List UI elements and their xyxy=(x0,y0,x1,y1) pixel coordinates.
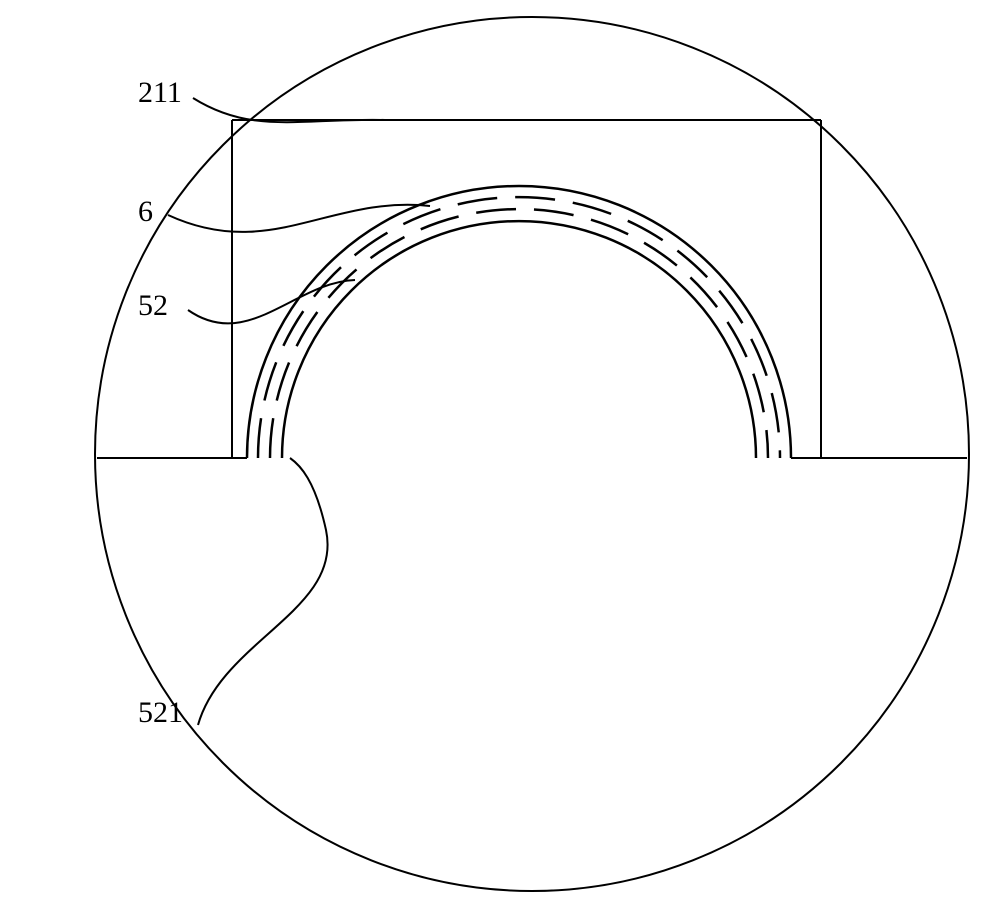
leader-211 xyxy=(193,98,385,122)
label-211: 211 xyxy=(138,76,182,110)
arch-outer xyxy=(247,186,791,458)
leader-521 xyxy=(198,458,328,725)
label-6: 6 xyxy=(138,195,153,229)
arch-dash-outer xyxy=(258,197,780,458)
label-52: 52 xyxy=(138,289,168,323)
technical-diagram: 211 6 52 521 xyxy=(0,0,1000,904)
arch-dash-inner xyxy=(270,209,768,458)
label-521: 521 xyxy=(138,696,183,730)
diagram-svg xyxy=(0,0,1000,904)
outer-circle xyxy=(95,17,969,891)
